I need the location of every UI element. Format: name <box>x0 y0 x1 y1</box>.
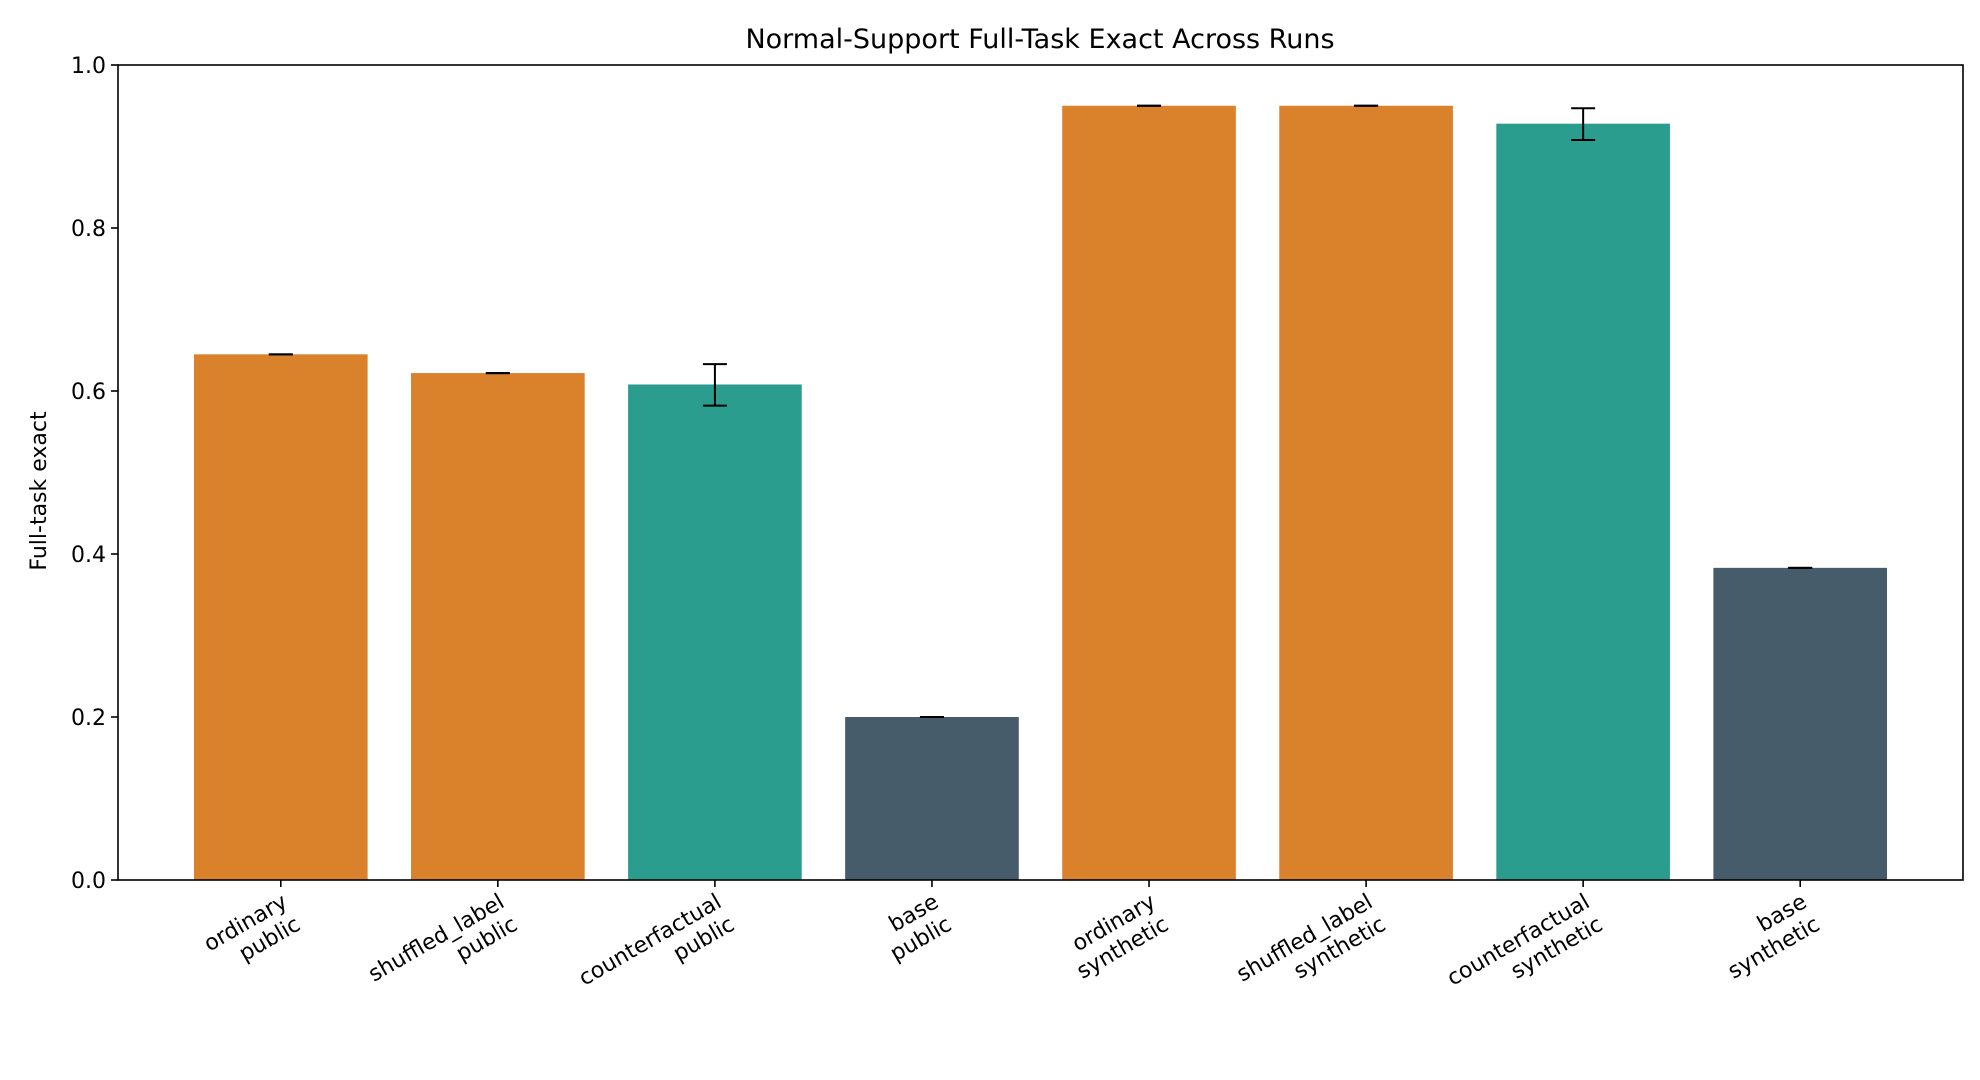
x-tick-label: ordinarypublic <box>200 890 305 980</box>
bar <box>1496 123 1670 881</box>
y-tick-label: 0.4 <box>71 543 106 568</box>
y-axis: 0.0 0.2 0.4 0.6 0.8 1.0 <box>71 54 118 894</box>
error-bars-group <box>268 104 1813 718</box>
bars-group <box>193 105 1888 881</box>
plot-frame <box>117 64 1964 881</box>
bar <box>1713 567 1888 880</box>
y-axis-label: Full-task exact <box>27 411 52 571</box>
y-tick-label: 1.0 <box>71 54 106 79</box>
bar <box>411 373 585 880</box>
bar <box>628 384 802 880</box>
x-tick-label: basepublic <box>873 890 956 967</box>
x-tick-label: counterfactualsynthetic <box>1443 890 1607 1014</box>
x-tick-label: basesynthetic <box>1711 890 1824 985</box>
bar <box>845 717 1019 880</box>
x-tick-label: shuffled_labelpublic <box>364 890 521 1010</box>
y-tick-label: 0.0 <box>71 869 106 894</box>
y-tick-label: 0.2 <box>71 706 106 731</box>
chart-title: Normal-Support Full-Task Exact Across Ru… <box>745 24 1334 55</box>
bar <box>193 354 368 880</box>
y-tick-label: 0.8 <box>71 217 106 242</box>
y-tick-label: 0.6 <box>71 380 106 405</box>
x-tick-label: ordinarysynthetic <box>1060 890 1173 985</box>
x-axis: ordinarypublic shuffled_labelpublic counte… <box>200 880 1824 1014</box>
x-tick-label: shuffled_labelsynthetic <box>1233 890 1390 1010</box>
bar <box>1279 105 1453 880</box>
x-tick-label: counterfactualpublic <box>575 890 739 1014</box>
bar <box>1062 105 1236 880</box>
